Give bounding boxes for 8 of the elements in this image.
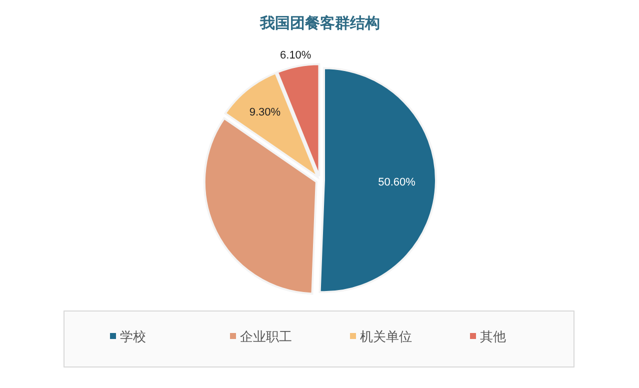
data-label: 50.60% bbox=[378, 176, 416, 188]
legend-label: 机关单位 bbox=[360, 330, 412, 345]
legend-label: 其他 bbox=[480, 330, 506, 345]
legend-label: 企业职工 bbox=[240, 330, 292, 345]
legend-label: 学校 bbox=[120, 330, 146, 345]
data-label: 9.30% bbox=[249, 106, 281, 118]
chart-title: 我国团餐客群结构 bbox=[259, 14, 380, 32]
data-label: 6.10% bbox=[280, 49, 312, 62]
